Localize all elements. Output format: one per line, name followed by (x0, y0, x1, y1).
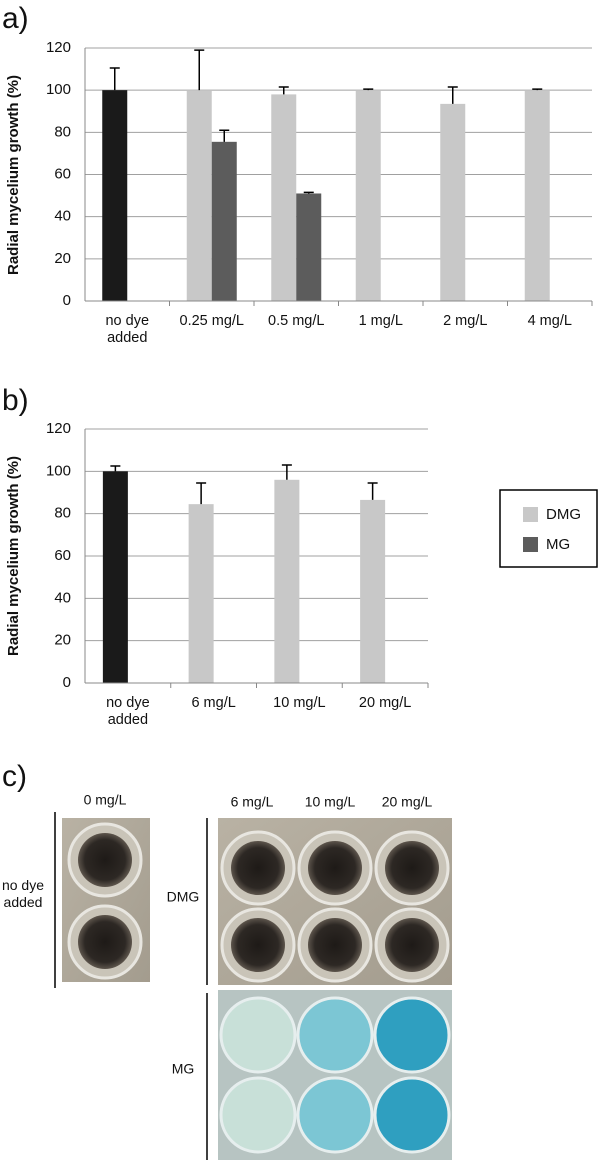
bar (360, 499, 386, 683)
x-tick-label: no dye added (105, 313, 150, 346)
bar (274, 479, 300, 683)
y-tick-label: 0 (63, 674, 71, 691)
bar (102, 471, 128, 683)
y-tick-label: 40 (54, 208, 71, 225)
legend-label: DMG (546, 506, 581, 523)
panel-label: b) (2, 384, 29, 417)
bar (211, 141, 237, 301)
row-label: MG (172, 1061, 195, 1077)
legend-label: MG (546, 536, 570, 553)
legend-swatch (523, 507, 538, 522)
error-bar (367, 482, 378, 500)
bar (355, 90, 381, 302)
y-tick-label: 120 (46, 39, 71, 56)
well (219, 1076, 297, 1154)
mycelium (308, 918, 362, 972)
x-tick-label: 10 mg/L (273, 695, 326, 711)
error-bar (109, 67, 120, 91)
well (219, 996, 297, 1074)
bar (271, 94, 297, 301)
y-tick-label: 0 (63, 292, 71, 309)
x-tick-label: 6 mg/L (191, 695, 236, 711)
concentration-label: 10 mg/L (305, 794, 356, 810)
error-bar (447, 86, 458, 104)
y-tick-label: 20 (54, 250, 71, 267)
error-bar (303, 191, 314, 194)
error-bar (196, 482, 207, 505)
legend-swatch (523, 537, 538, 552)
bar (524, 90, 550, 302)
x-tick-label: 4 mg/L (527, 313, 572, 329)
concentration-label: 20 mg/L (382, 794, 433, 810)
x-tick-label: 0.25 mg/L (179, 313, 245, 329)
y-tick-label: 40 (54, 589, 71, 606)
x-tick-label: no dye added (106, 695, 150, 728)
panel-label: c) (2, 760, 27, 793)
y-tick-label: 60 (54, 165, 71, 182)
concentration-label: 6 mg/L (231, 794, 274, 810)
mycelium (385, 841, 439, 895)
bar (186, 90, 212, 302)
mycelium (231, 918, 285, 972)
y-axis-label: Radial mycelium growth (%) (5, 456, 22, 656)
error-bar (110, 465, 121, 472)
y-tick-label: 80 (54, 123, 71, 140)
mycelium (78, 833, 132, 887)
concentration-label: 0 mg/L (84, 792, 127, 808)
mycelium (385, 918, 439, 972)
well (296, 1076, 374, 1154)
mycelium (308, 841, 362, 895)
row-label: no dye added (1, 877, 45, 910)
photos (54, 812, 452, 1160)
error-bar (281, 464, 292, 480)
error-bar (219, 129, 230, 142)
y-tick-label: 20 (54, 632, 71, 649)
error-bar (194, 49, 205, 91)
y-tick-label: 100 (46, 81, 71, 98)
y-tick-label: 80 (54, 505, 71, 522)
x-tick-label: 0.5 mg/L (268, 313, 325, 329)
row-label: DMG (167, 889, 200, 905)
well (373, 996, 451, 1074)
error-bar (278, 86, 289, 95)
mycelium (78, 915, 132, 969)
bar (102, 90, 128, 302)
y-axis-label: Radial mycelium growth (%) (5, 75, 22, 275)
error-bar (363, 88, 374, 91)
legend-box (499, 489, 598, 568)
x-tick-label: 2 mg/L (443, 313, 488, 329)
bar (440, 103, 466, 301)
well (373, 1076, 451, 1154)
x-tick-label: 1 mg/L (358, 313, 403, 329)
x-tick-label: 20 mg/L (358, 695, 412, 711)
mycelium (231, 841, 285, 895)
error-bar (532, 88, 543, 91)
y-tick-label: 120 (46, 420, 71, 437)
panel-label: a) (2, 2, 29, 35)
y-tick-label: 100 (46, 462, 71, 479)
y-tick-label: 60 (54, 547, 71, 564)
bar (296, 193, 322, 301)
bar (188, 504, 214, 683)
well (296, 996, 374, 1074)
